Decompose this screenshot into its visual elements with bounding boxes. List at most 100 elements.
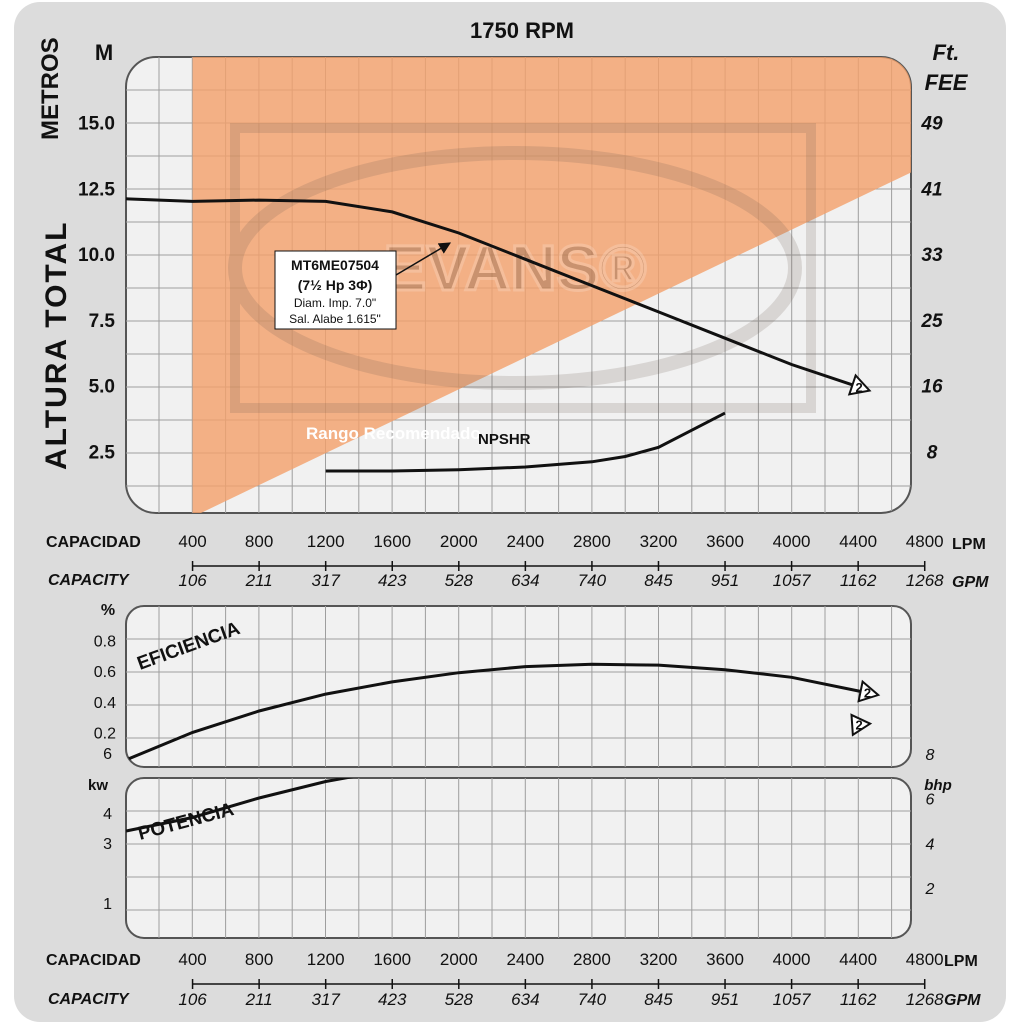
x-tick-gpm: 106 — [178, 571, 207, 590]
x-tick-gpm: 528 — [445, 990, 474, 1009]
efficiency-tick-label: 0.8 — [94, 634, 116, 651]
power-right-tick-label: 6 — [926, 792, 935, 809]
x-axis-label-en-bottom: CAPACITY — [48, 991, 130, 1008]
curve-end-label: 2 — [856, 380, 863, 395]
head-right-tick-label: 8 — [927, 442, 938, 463]
right-unit-label: Ft. — [933, 40, 960, 65]
head-left-tick-label: 7.5 — [89, 311, 116, 332]
x-unit-lpm: LPM — [952, 536, 986, 553]
power-axis-ticks: 1 3 4 6 2 4 6 8 — [103, 746, 934, 913]
x-tick-gpm: 423 — [378, 571, 407, 590]
x-tick-lpm: 2400 — [506, 950, 544, 969]
power-unit-left: kw — [88, 777, 108, 794]
model-code: MT6ME07504 — [291, 257, 379, 273]
x-tick-lpm: 1600 — [373, 532, 411, 551]
power-grid — [126, 778, 911, 938]
x-tick-gpm: 1268 — [906, 990, 944, 1009]
x-tick-gpm: 1057 — [773, 990, 811, 1009]
x-unit-lpm-bottom: LPM — [944, 953, 978, 970]
x-tick-lpm: 800 — [245, 950, 273, 969]
x-tick-gpm: 951 — [711, 571, 739, 590]
head-axis-ticks: 2.5 8 5.0 16 7.5 25 10.0 33 12.5 41 15.0 49 — [78, 114, 943, 464]
model-annotation-box — [274, 250, 397, 330]
x-axis-label-es-bottom: CAPACIDAD — [46, 952, 141, 969]
curve-end-label: 2 — [864, 686, 871, 701]
recommended-range-label: Rango Recomendado — [306, 424, 481, 443]
curve-end-label: 2 — [856, 718, 863, 733]
recommended-range-area — [192, 57, 911, 513]
evans-watermark-logo: EVANS® — [228, 123, 816, 413]
x-axis-top: CAPACIDAD CAPACITY LPM GPM 400 106 800 211 1… — [46, 532, 989, 591]
x-tick-lpm: 2800 — [573, 532, 611, 551]
x-tick-gpm: 528 — [445, 571, 474, 590]
svg-text:EVANS®: EVANS® — [384, 232, 647, 304]
left-unit-label: M — [95, 40, 113, 65]
power-right-tick-label: 4 — [926, 836, 935, 853]
x-tick-gpm: 211 — [245, 990, 273, 1009]
x-tick-gpm: 211 — [245, 571, 273, 590]
curve-end-marker — [857, 679, 881, 703]
x-tick-gpm: 740 — [578, 990, 607, 1009]
efficiency-chart-frame — [125, 605, 912, 768]
efficiency-grid — [126, 606, 911, 767]
curve-end-marker — [847, 373, 872, 396]
power-left-tick-label: 3 — [103, 836, 112, 853]
x-axis-bottom: CAPACIDAD CAPACITY LPM GPM 400 106 800 211 1… — [46, 950, 981, 1009]
x-tick-lpm: 800 — [245, 532, 273, 551]
head-right-tick-label: 25 — [920, 311, 943, 332]
right-axis-label: FEE — [925, 70, 969, 95]
head-left-tick-label: 15.0 — [78, 114, 115, 135]
x-tick-lpm: 400 — [178, 950, 206, 969]
head-curve — [126, 197, 859, 389]
head-left-tick-label: 12.5 — [78, 179, 115, 200]
x-tick-gpm: 1268 — [906, 571, 944, 590]
power-left-tick-label: 1 — [103, 896, 112, 913]
power-left-tick-label: 4 — [103, 806, 112, 823]
head-right-tick-label: 16 — [921, 377, 943, 398]
efficiency-unit: % — [101, 602, 115, 619]
efficiency-tick-label: 0.4 — [94, 695, 116, 712]
x-tick-lpm: 2800 — [573, 950, 611, 969]
x-tick-lpm: 400 — [178, 532, 206, 551]
head-curves — [126, 197, 859, 473]
x-tick-lpm: 3600 — [706, 532, 744, 551]
x-tick-lpm: 1600 — [373, 950, 411, 969]
curve-end-marker — [850, 713, 873, 737]
x-tick-gpm: 951 — [711, 990, 739, 1009]
x-tick-lpm: 3200 — [640, 532, 678, 551]
x-tick-gpm: 1162 — [840, 571, 877, 590]
power-chart-frame — [125, 777, 912, 939]
x-tick-lpm: 2000 — [440, 950, 478, 969]
x-tick-lpm: 4000 — [773, 950, 811, 969]
x-tick-gpm: 1057 — [773, 571, 811, 590]
efficiency-curve — [126, 662, 867, 762]
head-right-tick-label: 33 — [921, 245, 943, 266]
chart-title: 1750 RPM — [470, 18, 574, 43]
x-tick-gpm: 317 — [311, 990, 340, 1009]
curve-end-arrow — [857, 679, 881, 703]
efficiency-chart-panel: EFICIENCIA % 0.20.40.60.8 — [94, 602, 912, 768]
model-power: (7½ Hp 3Φ) — [298, 277, 373, 293]
npshr-curve — [325, 411, 726, 473]
power-unit-right: bhp — [924, 777, 952, 794]
head-right-tick-label: 49 — [920, 114, 943, 135]
x-tick-lpm: 4000 — [773, 532, 811, 551]
efficiency-tick-label: 0.6 — [94, 664, 116, 681]
x-tick-lpm: 3200 — [640, 950, 678, 969]
x-tick-lpm: 1200 — [307, 950, 345, 969]
efficiency-axis-ticks: 0.2 0.4 0.6 0.8 — [94, 634, 116, 743]
x-tick-lpm: 2000 — [440, 532, 478, 551]
x-tick-lpm: 3600 — [706, 950, 744, 969]
x-tick-gpm: 106 — [178, 990, 207, 1009]
x-tick-gpm: 634 — [511, 571, 539, 590]
x-tick-lpm: 4400 — [839, 950, 877, 969]
x-tick-gpm: 317 — [311, 571, 340, 590]
left-axis-label: METROS — [37, 37, 64, 140]
model-annotation: MT6ME07504 (7½ Hp 3Φ) Diam. Imp. 7.0" Sa… — [274, 242, 452, 330]
head-chart-panel: EVANS® Rango Recomendado NPSHR — [125, 56, 912, 514]
head-left-tick-label: 2.5 — [89, 442, 116, 463]
power-curves — [126, 778, 859, 833]
x-tick-lpm: 4800 — [906, 950, 944, 969]
